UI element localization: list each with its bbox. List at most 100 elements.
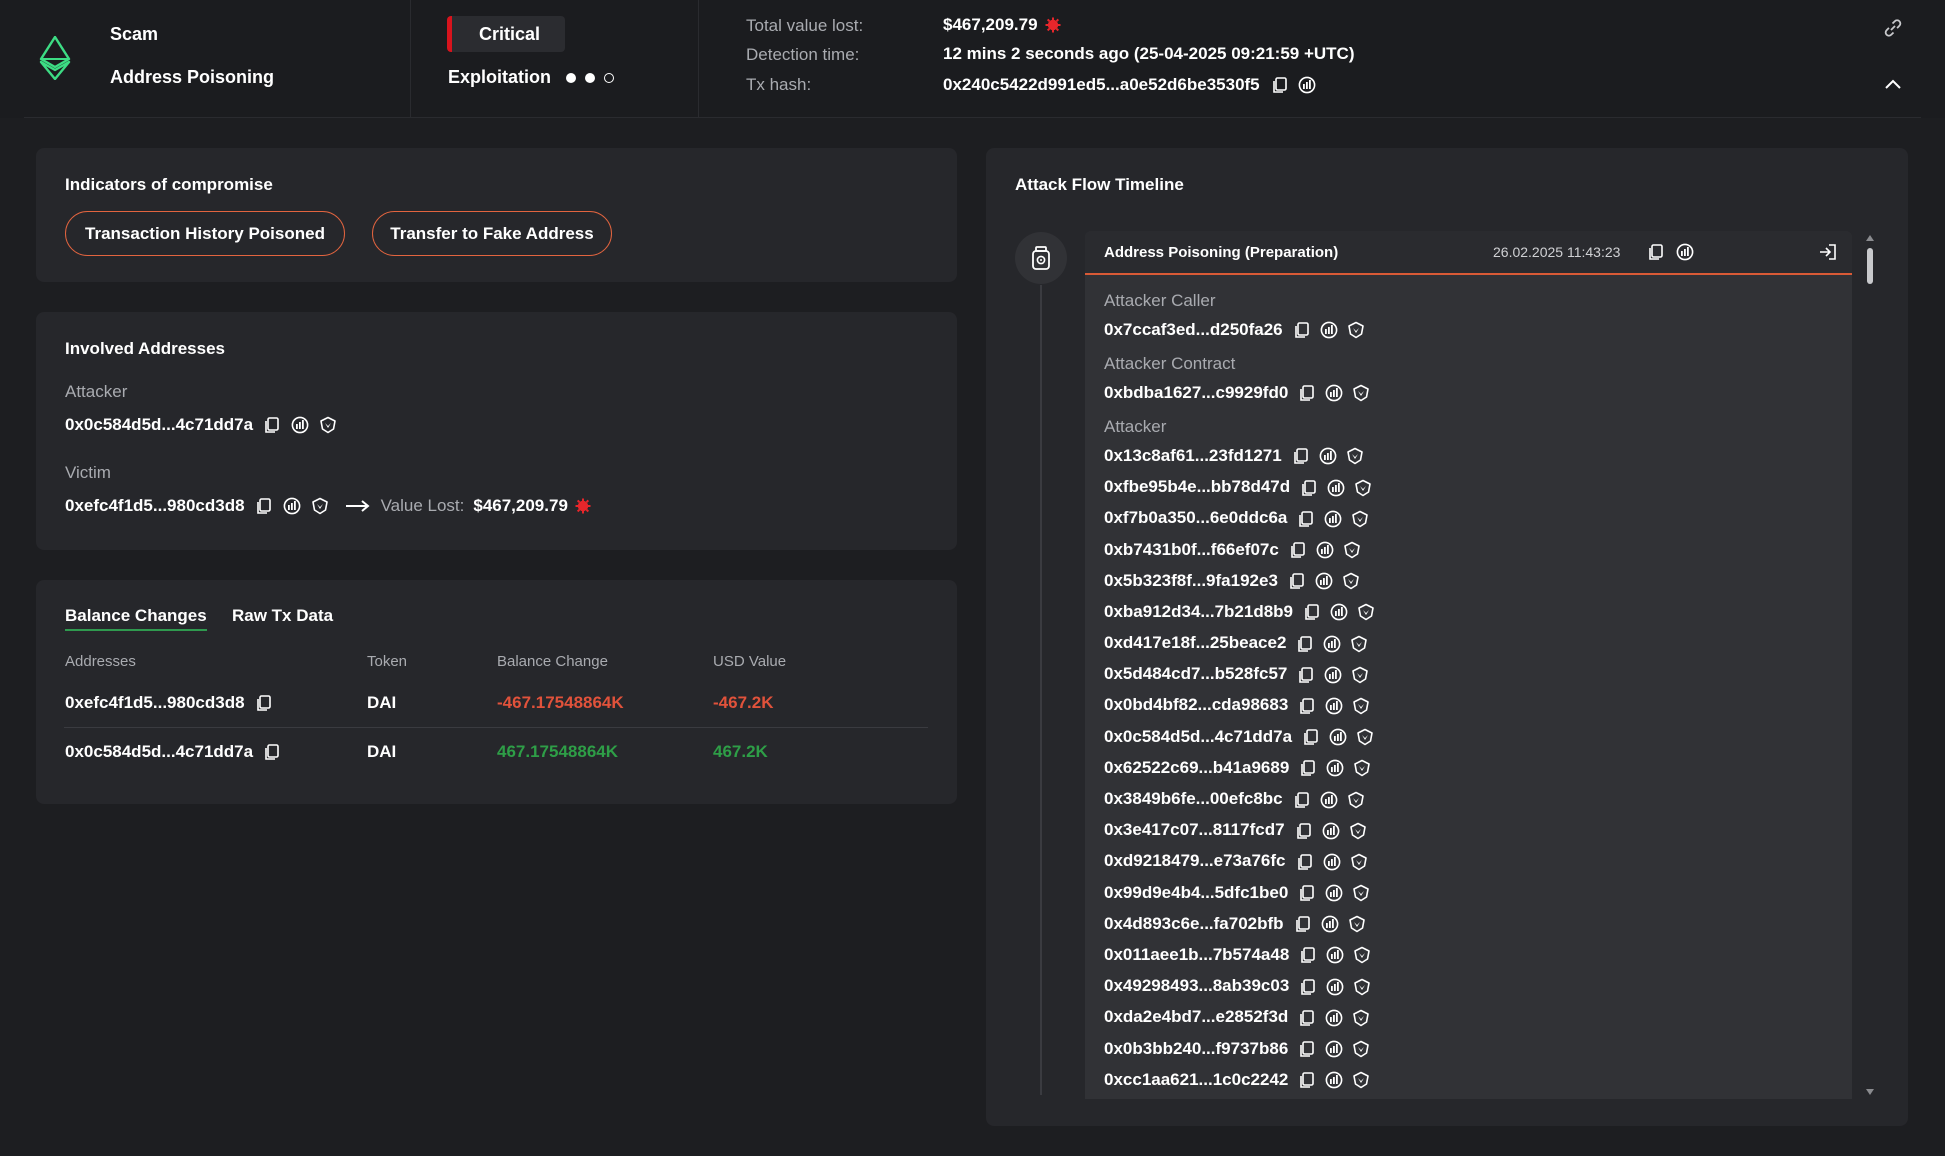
attacker-address[interactable]: 0x3e417c07...8117fcd7 [1104, 820, 1285, 840]
shield-icon[interactable] [1353, 978, 1371, 995]
explorer-icon[interactable] [1323, 635, 1341, 652]
explorer-icon[interactable] [1325, 1009, 1343, 1027]
copy-icon[interactable] [1299, 946, 1316, 964]
shield-icon[interactable] [1354, 479, 1371, 496]
shield-icon[interactable] [1352, 1071, 1370, 1089]
explorer-icon[interactable] [1330, 603, 1348, 621]
copy-icon[interactable] [1296, 635, 1313, 652]
attacker-address[interactable]: 0x4d893c6e...fa702bfb [1104, 913, 1284, 933]
attacker-address[interactable]: 0x99d9e4b4...5dfc1be0 [1104, 882, 1289, 902]
explorer-icon[interactable] [1327, 479, 1345, 497]
copy-icon[interactable] [1299, 759, 1316, 777]
ioc-tag[interactable]: Transfer to Fake Address [372, 211, 612, 256]
explorer-icon[interactable] [1325, 1071, 1343, 1089]
attacker-address[interactable]: 0xb7431b0f...f66ef07c [1104, 539, 1279, 559]
copy-icon[interactable] [1647, 243, 1665, 261]
copy-icon[interactable] [1297, 666, 1314, 683]
explorer-icon[interactable] [291, 416, 309, 434]
link-icon[interactable] [1882, 17, 1904, 39]
explorer-icon[interactable] [1319, 447, 1337, 465]
copy-icon[interactable] [1289, 541, 1306, 558]
row-address[interactable]: 0xefc4f1d5...980cd3d8 [65, 693, 245, 712]
copy-icon[interactable] [1293, 791, 1310, 808]
shield-icon[interactable] [1352, 1040, 1370, 1058]
copy-icon[interactable] [255, 694, 273, 712]
attacker-address[interactable]: 0x0c584d5d...4c71dd7a [65, 415, 254, 434]
chevron-up-icon[interactable] [1884, 78, 1902, 90]
explorer-icon[interactable] [1325, 697, 1343, 715]
explorer-icon[interactable] [1320, 321, 1338, 339]
attacker-address[interactable]: 0xd417e18f...25beace2 [1104, 633, 1287, 653]
shield-icon[interactable] [1357, 603, 1374, 621]
explorer-icon[interactable] [1325, 1040, 1343, 1058]
explorer-icon[interactable] [1324, 510, 1342, 528]
shield-icon[interactable] [1346, 447, 1363, 465]
explorer-icon[interactable] [1326, 978, 1344, 996]
timeline-scrollbar[interactable] [1864, 231, 1876, 1099]
copy-icon[interactable] [1293, 321, 1310, 338]
attacker-address[interactable]: 0xd9218479...e73a76fc [1104, 851, 1286, 871]
copy-icon[interactable] [263, 743, 281, 761]
explorer-icon[interactable] [1326, 759, 1344, 777]
attacker-address[interactable]: 0x62522c69...b41a9689 [1104, 757, 1290, 777]
shield-icon[interactable] [311, 497, 329, 515]
shield-icon[interactable] [1350, 635, 1368, 652]
shield-icon[interactable] [1349, 822, 1366, 840]
attacker-address[interactable]: 0x011aee1b...7b574a48 [1104, 944, 1290, 964]
copy-icon[interactable] [1294, 915, 1311, 933]
row-address[interactable]: 0x0c584d5d...4c71dd7a [65, 742, 254, 761]
explorer-icon[interactable] [1676, 243, 1694, 261]
explorer-icon[interactable] [283, 497, 301, 515]
shield-icon[interactable] [1352, 1009, 1370, 1027]
copy-icon[interactable] [1298, 1071, 1315, 1089]
ioc-tag[interactable]: Transaction History Poisoned [65, 211, 345, 256]
shield-icon[interactable] [1356, 728, 1373, 746]
explorer-icon[interactable] [1323, 853, 1340, 871]
copy-icon[interactable] [1303, 603, 1320, 621]
shield-icon[interactable] [1342, 572, 1359, 590]
attacker-address[interactable]: 0xf7b0a350...6e0ddc6a [1104, 508, 1288, 528]
copy-icon[interactable] [1298, 1009, 1315, 1026]
shield-icon[interactable] [1352, 884, 1370, 902]
shield-icon[interactable] [1352, 384, 1370, 402]
shield-icon[interactable] [1351, 510, 1369, 528]
attacker-address[interactable]: 0xcc1aa621...1c0c2242 [1104, 1069, 1289, 1089]
attacker-address[interactable]: 0x5b323f8f...9fa192e3 [1104, 570, 1278, 590]
tx-hash-value[interactable]: 0x240c5422d991ed5...a0e52d6be3530f5 [943, 75, 1260, 94]
shield-icon[interactable] [1347, 791, 1364, 808]
explorer-icon[interactable] [1325, 384, 1343, 402]
scrollbar-thumb[interactable] [1867, 248, 1873, 284]
attacker-address[interactable]: 0xda2e4bd7...e2852f3d [1104, 1007, 1289, 1027]
victim-address[interactable]: 0xefc4f1d5...980cd3d8 [65, 496, 245, 515]
attacker-address[interactable]: 0x5d484cd7...b528fc57 [1104, 664, 1288, 684]
copy-icon[interactable] [1299, 978, 1316, 995]
copy-icon[interactable] [1298, 697, 1315, 714]
shield-icon[interactable] [1350, 853, 1367, 871]
attacker-contract-address[interactable]: 0xbdba1627...c9929fd0 [1104, 382, 1289, 402]
copy-icon[interactable] [1271, 76, 1289, 94]
shield-icon[interactable] [319, 416, 337, 434]
copy-icon[interactable] [1296, 853, 1313, 870]
copy-icon[interactable] [263, 416, 281, 434]
attacker-caller-address[interactable]: 0x7ccaf3ed...d250fa26 [1104, 319, 1283, 339]
attacker-address[interactable]: 0xba912d34...7b21d8b9 [1104, 601, 1294, 621]
copy-icon[interactable] [1298, 1040, 1315, 1057]
explorer-icon[interactable] [1315, 572, 1333, 590]
explorer-icon[interactable] [1316, 541, 1334, 559]
copy-icon[interactable] [1298, 384, 1315, 402]
copy-icon[interactable] [1292, 447, 1309, 465]
tab-balance-changes[interactable]: Balance Changes [65, 606, 207, 631]
shield-icon[interactable] [1353, 759, 1371, 777]
attacker-address[interactable]: 0x13c8af61...23fd1271 [1104, 445, 1282, 465]
copy-icon[interactable] [1300, 479, 1317, 496]
attacker-address[interactable]: 0x0c584d5d...4c71dd7a [1104, 726, 1293, 746]
attacker-address[interactable]: 0x49298493...8ab39c03 [1104, 976, 1290, 996]
shield-icon[interactable] [1353, 946, 1371, 964]
export-icon[interactable] [1818, 242, 1838, 262]
explorer-icon[interactable] [1320, 791, 1338, 808]
copy-icon[interactable] [255, 497, 273, 515]
explorer-icon[interactable] [1322, 822, 1339, 840]
copy-icon[interactable] [1295, 822, 1312, 839]
tab-raw-tx-data[interactable]: Raw Tx Data [232, 606, 334, 625]
explorer-icon[interactable] [1321, 915, 1338, 933]
